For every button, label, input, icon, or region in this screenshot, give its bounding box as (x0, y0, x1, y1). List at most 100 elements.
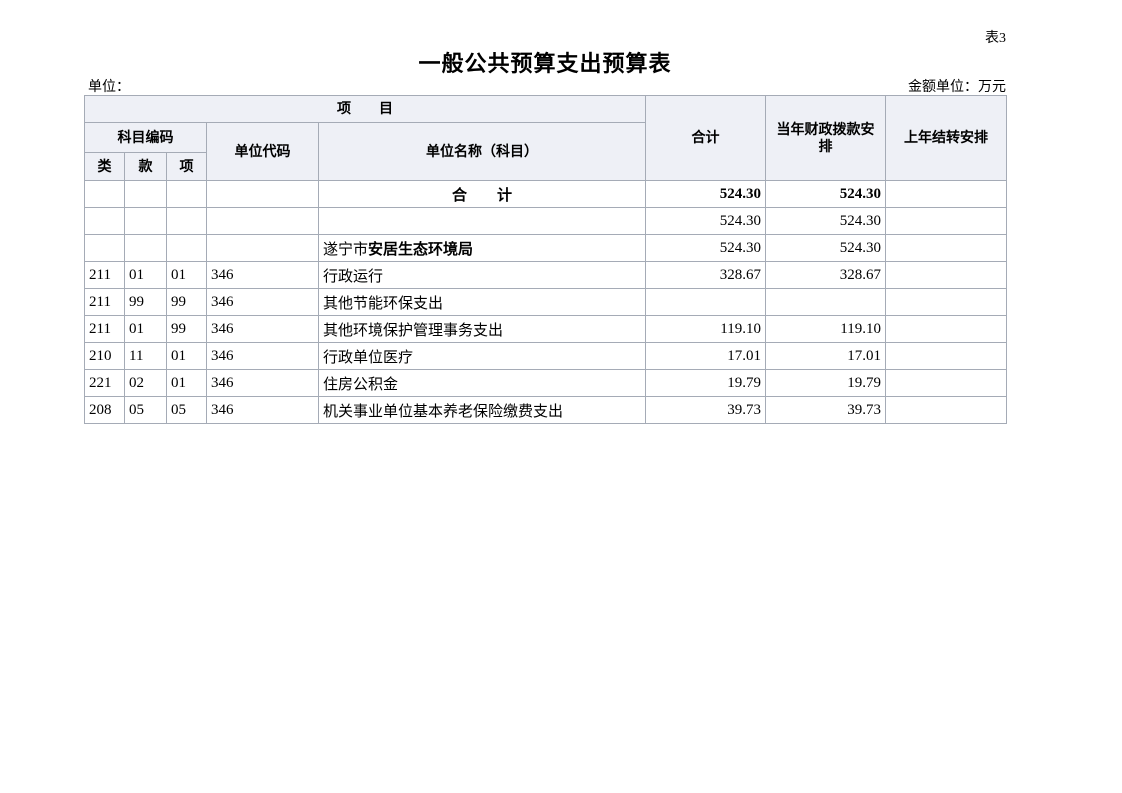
cell-total: 39.73 (645, 396, 766, 424)
cell-unit-code: 346 (206, 369, 319, 397)
cell-total: 119.10 (645, 315, 766, 343)
cell-fiscal: 524.30 (765, 207, 886, 235)
cell-kuan (124, 180, 167, 208)
cell-kuan: 11 (124, 342, 167, 370)
cell-unit-code (206, 207, 319, 235)
cell-xiang: 99 (166, 315, 207, 343)
table-row: 211 01 99 346 其他环境保护管理事务支出 119.10 119.10 (84, 315, 1007, 343)
page-title: 一般公共预算支出预算表 (418, 51, 672, 76)
cell-unit-code (206, 234, 319, 262)
cell-carryover (885, 180, 1007, 208)
header-class: 类 (84, 152, 125, 181)
cell-kuan (124, 234, 167, 262)
header-carryover: 上年结转安排 (885, 95, 1007, 181)
cell-class: 211 (84, 315, 125, 343)
meta-row: 单位： 金额单位：万元 (88, 76, 1006, 96)
cell-fiscal: 119.10 (765, 315, 886, 343)
cell-total: 17.01 (645, 342, 766, 370)
table-row: 221 02 01 346 住房公积金 19.79 19.79 (84, 369, 1007, 397)
table-row: 524.30 524.30 (84, 207, 1007, 235)
cell-total: 19.79 (645, 369, 766, 397)
cell-fiscal: 524.30 (765, 180, 886, 208)
cell-unit-code: 346 (206, 315, 319, 343)
cell-xiang: 05 (166, 396, 207, 424)
cell-total (645, 288, 766, 316)
cell-class (84, 207, 125, 235)
header-total: 合计 (645, 95, 766, 181)
budget-table: 项 目 合计 当年财政拨款安排 上年结转安排 科目编码 单位代码 单位名称（科目… (84, 95, 1007, 424)
header-current-fiscal: 当年财政拨款安排 (765, 95, 886, 181)
cell-kuan: 01 (124, 261, 167, 289)
cell-carryover (885, 234, 1007, 262)
department-name: 安居生态环境局 (368, 240, 474, 258)
cell-xiang (166, 207, 207, 235)
cell-class (84, 180, 125, 208)
cell-xiang: 01 (166, 369, 207, 397)
cell-xiang: 99 (166, 288, 207, 316)
cell-class: 211 (84, 261, 125, 289)
cell-class: 221 (84, 369, 125, 397)
cell-unit-name: 其他节能环保支出 (318, 288, 646, 316)
cell-fiscal: 19.79 (765, 369, 886, 397)
cell-unit-code: 346 (206, 342, 319, 370)
cell-fiscal: 524.30 (765, 234, 886, 262)
cell-class: 210 (84, 342, 125, 370)
cell-fiscal: 17.01 (765, 342, 886, 370)
cell-xiang: 01 (166, 261, 207, 289)
cell-total: 524.30 (645, 207, 766, 235)
sheet-number: 表3 (985, 31, 1006, 46)
cell-fiscal: 39.73 (765, 396, 886, 424)
cell-unit-name: 住房公积金 (318, 369, 646, 397)
header-unit-code: 单位代码 (206, 122, 319, 181)
cell-xiang (166, 180, 207, 208)
cell-kuan: 01 (124, 315, 167, 343)
cell-unit-name: 行政运行 (318, 261, 646, 289)
table-row: 210 11 01 346 行政单位医疗 17.01 17.01 (84, 342, 1007, 370)
cell-unit-name: 其他环境保护管理事务支出 (318, 315, 646, 343)
cell-carryover (885, 288, 1007, 316)
cell-carryover (885, 342, 1007, 370)
cell-unit-code: 346 (206, 396, 319, 424)
table-row: 211 99 99 346 其他节能环保支出 (84, 288, 1007, 316)
table-row-grand-total: 合 计 524.30 524.30 (84, 180, 1007, 208)
cell-unit-name: 遂宁市安居生态环境局 (318, 234, 646, 262)
header-unit-name: 单位名称（科目） (318, 122, 646, 181)
amount-unit-label: 金额单位：万元 (908, 80, 1006, 95)
cell-xiang: 01 (166, 342, 207, 370)
header-subject-code: 科目编码 (84, 122, 207, 153)
header-project: 项 目 (84, 95, 646, 123)
cell-class: 211 (84, 288, 125, 316)
header-xiang: 项 (166, 152, 207, 181)
cell-carryover (885, 369, 1007, 397)
cell-unit-code: 346 (206, 288, 319, 316)
cell-carryover (885, 207, 1007, 235)
cell-kuan: 99 (124, 288, 167, 316)
cell-unit-code (206, 180, 319, 208)
cell-class: 208 (84, 396, 125, 424)
cell-fiscal (765, 288, 886, 316)
header-kuan: 款 (124, 152, 167, 181)
cell-kuan (124, 207, 167, 235)
cell-unit-name: 机关事业单位基本养老保险缴费支出 (318, 396, 646, 424)
cell-kuan: 02 (124, 369, 167, 397)
cell-kuan: 05 (124, 396, 167, 424)
cell-xiang (166, 234, 207, 262)
cell-class (84, 234, 125, 262)
cell-unit-code: 346 (206, 261, 319, 289)
cell-unit-name (318, 207, 646, 235)
cell-carryover (885, 396, 1007, 424)
cell-total: 524.30 (645, 180, 766, 208)
table-row: 208 05 05 346 机关事业单位基本养老保险缴费支出 39.73 39.… (84, 396, 1007, 424)
table-row-department: 遂宁市安居生态环境局 524.30 524.30 (84, 234, 1007, 262)
table-row: 211 01 01 346 行政运行 328.67 328.67 (84, 261, 1007, 289)
cell-total: 524.30 (645, 234, 766, 262)
cell-carryover (885, 315, 1007, 343)
cell-unit-name: 合 计 (318, 180, 646, 208)
department-prefix: 遂宁市 (323, 241, 369, 258)
unit-label: 单位： (88, 80, 130, 95)
cell-total: 328.67 (645, 261, 766, 289)
cell-carryover (885, 261, 1007, 289)
cell-unit-name: 行政单位医疗 (318, 342, 646, 370)
cell-fiscal: 328.67 (765, 261, 886, 289)
